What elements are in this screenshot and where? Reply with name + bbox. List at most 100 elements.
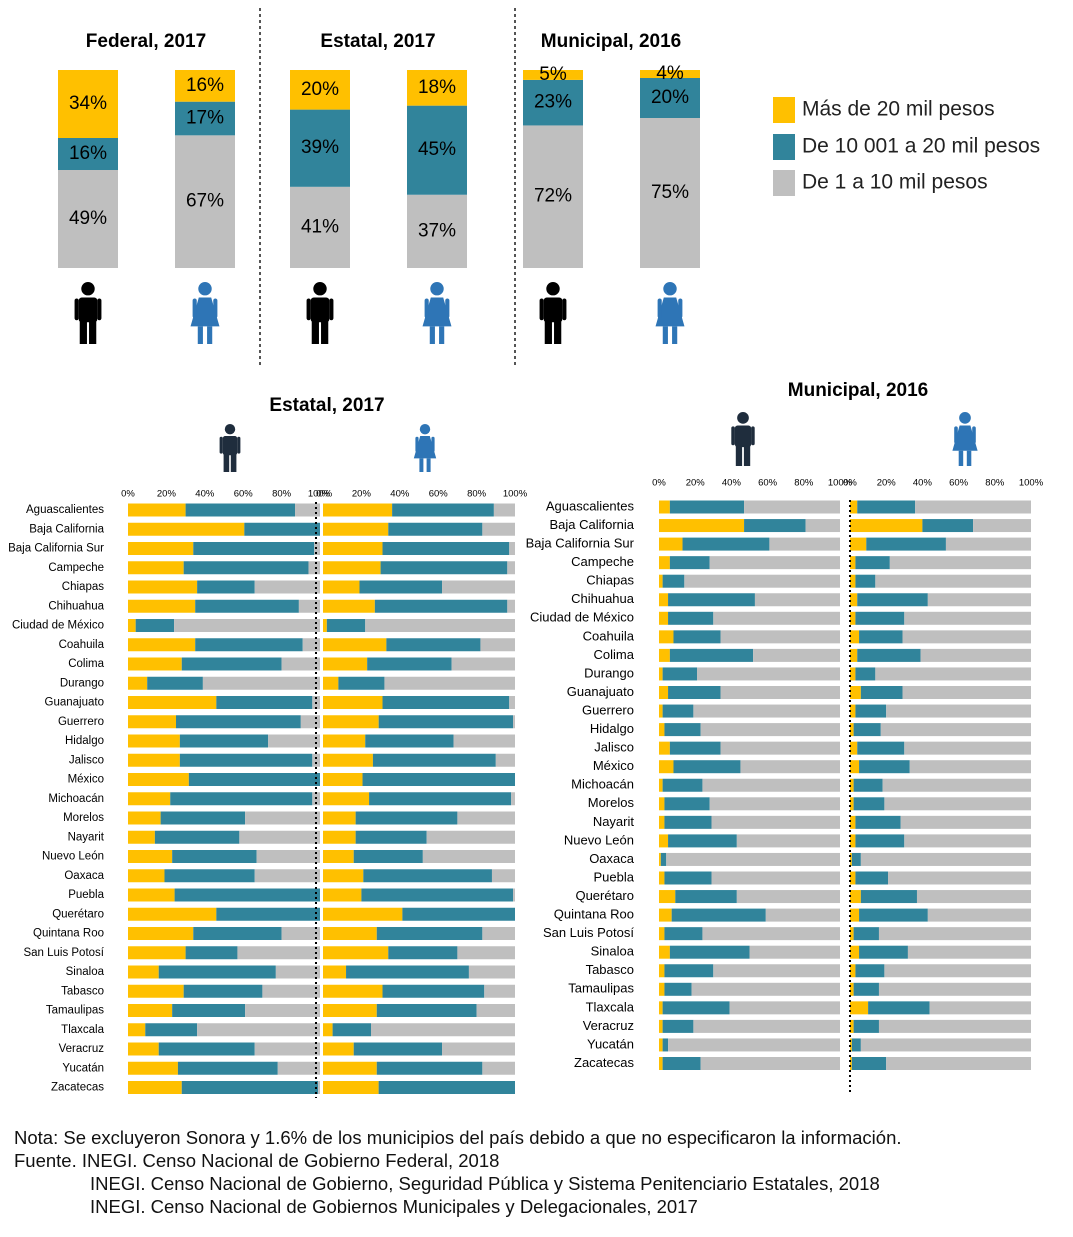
bar-value-label: 16% [186, 75, 224, 96]
category-label: Jalisco [594, 740, 634, 755]
bar-male-segment-low [301, 715, 320, 728]
bar-female-segment-high [323, 677, 338, 690]
bar-female-segment-high [323, 1004, 377, 1017]
bar-male-segment-high [659, 705, 663, 718]
axis-tick-label: 40% [390, 489, 410, 500]
bar-male-segment-mid [159, 1043, 255, 1056]
bar-female-segment-low [452, 658, 515, 671]
bar-female-segment-high [323, 908, 402, 921]
bar-female-segment-mid [377, 1062, 483, 1075]
bar-male-segment-high [128, 735, 180, 748]
bar-male-segment-mid [670, 742, 721, 755]
bar-female-segment-mid [375, 600, 507, 613]
bar-value-label: 34% [69, 93, 107, 114]
bar-male-segment-low [203, 677, 320, 690]
bar-female-segment-mid [855, 612, 904, 625]
bar-female-segment-mid [369, 792, 511, 805]
bar-male-segment-mid [673, 630, 720, 643]
bar-male-segment-low [721, 686, 840, 699]
bar-male-segment-high [659, 519, 744, 532]
bar-female-segment-low [484, 985, 515, 998]
bar-female-segment-low [879, 983, 1031, 996]
bar-female-segment-high [850, 556, 855, 569]
bar-female-segment-high [850, 872, 855, 885]
bar-female-segment-low [946, 538, 1031, 551]
woman-icon [423, 282, 452, 344]
bar-female-segment-low [384, 677, 515, 690]
bar-female-segment-mid [855, 575, 875, 588]
bar-female-segment-low [908, 946, 1031, 959]
bar-female-segment-high [323, 946, 388, 959]
bar-female-segment-mid [346, 966, 469, 979]
bar-female-segment-high [850, 946, 859, 959]
woman-icon [191, 282, 220, 344]
group-title: Estatal, 2017 [320, 31, 435, 52]
category-label: Yucatán [587, 1036, 634, 1051]
category-label: Veracruz [59, 1043, 105, 1055]
bar-male-segment-mid [164, 869, 254, 882]
axis-tick-label: 80% [794, 478, 814, 489]
bar-male-segment-high [659, 1001, 663, 1014]
bar-female-segment-mid [855, 816, 900, 829]
bar-male-segment-mid [673, 760, 740, 773]
bar-male-segment-mid [184, 561, 309, 574]
bar-male-segment-low [697, 667, 840, 680]
axis-tick-label: 80% [467, 489, 487, 500]
legend-swatch [773, 170, 795, 196]
bar-male-segment-low [744, 501, 840, 514]
bar-male-segment-high [659, 575, 663, 588]
bar-female-segment-low [930, 1001, 1031, 1014]
woman-icon [414, 424, 436, 472]
bar-male-segment-high [659, 723, 664, 736]
bar-female-segment-low [875, 575, 1031, 588]
bar-female-segment-low [917, 890, 1031, 903]
bar-male-segment-high [659, 760, 673, 773]
axis-tick-label: 60% [234, 489, 254, 500]
bar-male-segment-mid [216, 696, 312, 709]
category-label: Tamaulipas [46, 1005, 104, 1017]
panel-title: Municipal, 2016 [788, 380, 928, 401]
category-label: Baja California [549, 517, 634, 532]
bar-male-segment-high [128, 715, 176, 728]
bar-male-segment-high [659, 816, 664, 829]
bar-value-label: 75% [651, 182, 689, 203]
bar-male-segment-high [128, 946, 186, 959]
bar-female-segment-high [850, 593, 857, 606]
category-label: Tabasco [586, 962, 634, 977]
bar-value-label: 39% [301, 137, 339, 158]
bar-female-segment-high [850, 760, 859, 773]
bar-male-segment-low [702, 779, 840, 792]
axis-tick-label: 40% [195, 489, 215, 500]
bar-female-segment-mid [861, 890, 917, 903]
bar-female-segment-low [477, 1004, 515, 1017]
bar-male-segment-high [659, 1038, 663, 1051]
category-label: Nuevo León [42, 851, 104, 863]
bar-male-segment-low [710, 797, 840, 810]
bar-female-segment-mid [402, 908, 515, 921]
category-label: Guanajuato [45, 697, 104, 709]
bar-male-segment-high [128, 773, 189, 786]
category-label: Hidalgo [590, 721, 634, 736]
bar-male-segment-mid [172, 1004, 245, 1017]
bar-male-segment-high [128, 1043, 159, 1056]
bar-female-segment-low [902, 686, 1031, 699]
bar-female-segment-high [323, 831, 356, 844]
bar-male-segment-high [659, 742, 670, 755]
bar-female-segment-high [850, 501, 857, 514]
bar-male-segment-low [174, 619, 320, 632]
bar-female-segment-high [850, 519, 922, 532]
bar-male-segment-high [659, 649, 670, 662]
bar-male-segment-high [659, 946, 670, 959]
bar-female-segment-high [323, 715, 379, 728]
category-label: Baja California Sur [8, 543, 104, 555]
bar-female-segment-mid [852, 1057, 886, 1070]
bar-female-segment-high [323, 927, 377, 940]
bar-female-segment-high [323, 581, 359, 594]
bar-male-segment-low [308, 561, 320, 574]
axis-tick-label: 40% [913, 478, 933, 489]
category-label: Chiapas [586, 573, 634, 588]
bar-male-segment-mid [663, 575, 685, 588]
bar-female-segment-mid [359, 581, 442, 594]
axis-tick-label: 60% [949, 478, 969, 489]
bar-female-segment-mid [338, 677, 384, 690]
